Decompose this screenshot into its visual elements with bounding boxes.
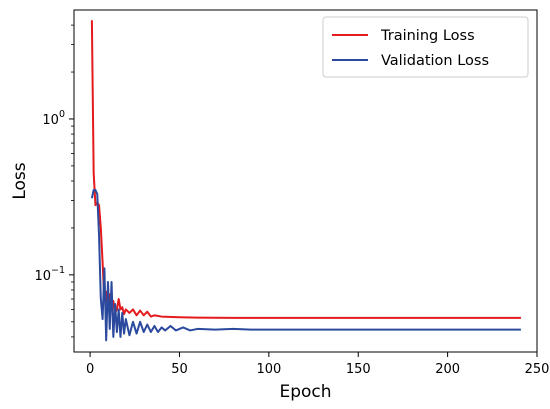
y-axis-label: Loss <box>10 162 30 199</box>
y-tick-label: 10−1 <box>34 265 65 284</box>
series-line-validation <box>90 189 521 342</box>
legend-box <box>322 16 529 78</box>
legend: Training Loss Validation Loss <box>322 16 529 78</box>
x-tick-label: 150 <box>346 362 371 377</box>
x-axis-ticks: 0 50 100 150 200 250 <box>86 352 549 377</box>
x-axis-label: Epoch <box>279 382 331 402</box>
x-tick-label: 50 <box>171 362 188 377</box>
y-tick-label: 100 <box>42 109 65 128</box>
x-tick-label: 250 <box>525 362 550 377</box>
legend-label: Training Loss <box>380 28 475 44</box>
legend-label: Validation Loss <box>381 53 489 69</box>
x-tick-label: 200 <box>435 362 460 377</box>
plot-lines <box>90 20 521 342</box>
x-tick-label: 100 <box>256 362 281 377</box>
y-axis-ticks: 100 10−1 <box>34 24 74 338</box>
series-line-training <box>90 20 521 319</box>
x-tick-label: 0 <box>86 362 94 377</box>
